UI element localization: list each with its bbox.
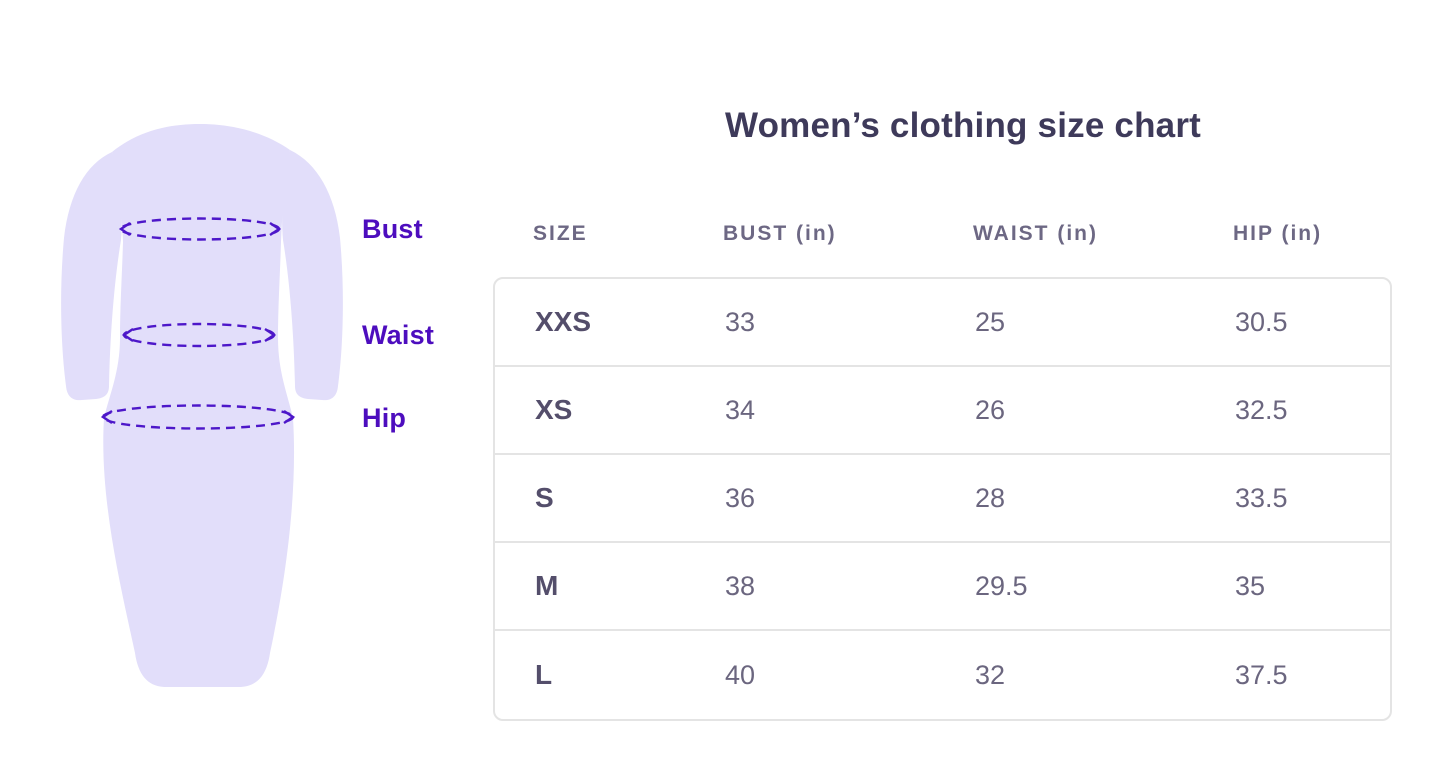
waist-measure-arrow-left xyxy=(121,328,134,342)
column-header-bust: BUST (in) xyxy=(723,222,837,245)
waist-value: 32 xyxy=(975,659,1006,690)
page-title: Women’s clothing size chart xyxy=(724,106,1202,145)
bust-value: 33 xyxy=(725,306,756,337)
bust-value: 40 xyxy=(725,659,756,690)
column-header-hip: HIP (in) xyxy=(1233,222,1323,245)
waist-value: 25 xyxy=(975,306,1006,337)
dress-right-sleeve xyxy=(282,150,343,401)
table-row: XXS 33 25 30.5 xyxy=(495,279,1390,367)
bust-measure-arrow-right xyxy=(269,222,282,236)
hip-value: 37.5 xyxy=(1235,659,1288,690)
table-header-row: SIZE BUST (in) WAIST (in) HIP (in) xyxy=(493,222,1392,246)
waist-value: 29.5 xyxy=(975,570,1028,601)
dress-illustration xyxy=(61,124,343,687)
size-value: S xyxy=(535,482,554,513)
column-header-size: SIZE xyxy=(533,222,588,245)
waist-label: Waist xyxy=(362,320,435,350)
hip-measure-arrow-right xyxy=(283,410,296,424)
hip-value: 32.5 xyxy=(1235,394,1288,425)
bust-value: 34 xyxy=(725,394,756,425)
waist-measure-arrow-right xyxy=(264,328,277,342)
size-value: M xyxy=(535,570,559,601)
hip-value: 30.5 xyxy=(1235,306,1288,337)
hip-value: 35 xyxy=(1235,570,1266,601)
hip-measure-arrow-left xyxy=(100,410,113,424)
table-row: M 38 29.5 35 xyxy=(495,543,1390,631)
hip-label: Hip xyxy=(362,403,407,433)
table-row: L 40 32 37.5 xyxy=(495,631,1390,719)
waist-value: 26 xyxy=(975,394,1006,425)
dress-left-sleeve xyxy=(61,152,122,401)
bust-label: Bust xyxy=(362,214,423,244)
size-value: XS xyxy=(535,394,573,425)
table-row: S 36 28 33.5 xyxy=(495,455,1390,543)
table-row: XS 34 26 32.5 xyxy=(495,367,1390,455)
column-header-waist: WAIST (in) xyxy=(973,222,1098,245)
size-value: XXS xyxy=(535,306,592,337)
size-table: XXS 33 25 30.5 XS 34 26 32.5 S 36 28 33.… xyxy=(493,277,1392,721)
bust-value: 38 xyxy=(725,570,756,601)
bust-measure-arrow-left xyxy=(118,222,131,236)
bust-value: 36 xyxy=(725,482,756,513)
waist-value: 28 xyxy=(975,482,1006,513)
size-value: L xyxy=(535,659,553,690)
hip-value: 33.5 xyxy=(1235,482,1288,513)
